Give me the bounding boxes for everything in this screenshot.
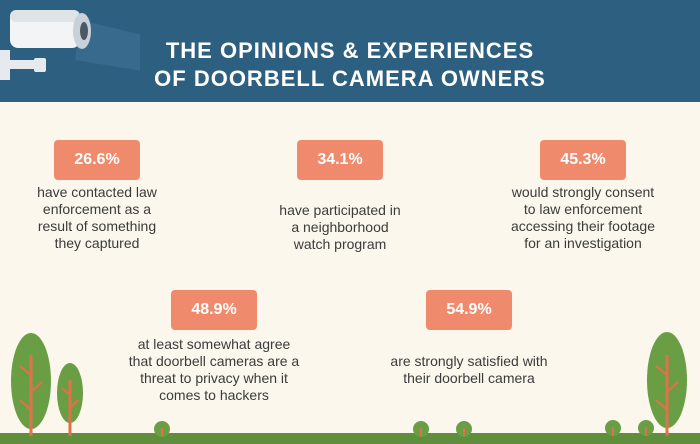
stat-description-privacy-threat: at least somewhat agree that doorbell ca… [128,336,300,403]
tree-icon [647,332,687,436]
stat-badge-contacted-law: 26.6% [54,140,140,180]
stat-badge-satisfied: 54.9% [426,290,512,330]
stat-badge-privacy-threat: 48.9% [171,290,257,330]
stat-description-satisfied: are strongly satisfied with their doorbe… [390,353,548,386]
ground-strip [0,433,700,444]
stat-badge-consent-footage: 45.3% [540,140,626,180]
stat-description-neighborhood-watch: have participated in a neighborhood watc… [279,202,401,252]
page-title-line-2: OF DOORBELL CAMERA OWNERS [154,66,546,91]
tree-icon [57,363,83,436]
tree-icon [11,333,51,436]
stat-description-contacted-law: have contacted law enforcement as a resu… [37,184,157,251]
page-title-line-1: THE OPINIONS & EXPERIENCES [165,38,535,63]
stat-badge-neighborhood-watch: 34.1% [297,140,383,180]
stat-description-consent-footage: would strongly consent to law enforcemen… [511,184,655,251]
security-camera-icon [0,10,140,80]
